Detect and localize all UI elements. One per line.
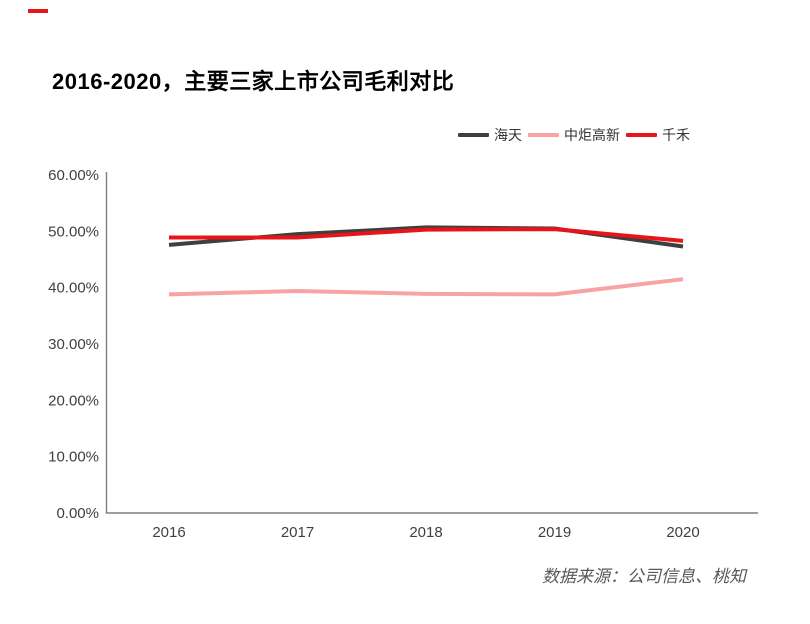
y-tick-label: 60.00%	[48, 167, 99, 184]
series-line-1	[168, 277, 684, 297]
y-tick-label: 50.00%	[48, 223, 99, 240]
chart-legend: 海天 中炬高新 千禾	[458, 126, 696, 144]
y-tick-label: 10.00%	[48, 449, 99, 466]
y-tick-label: 40.00%	[48, 280, 99, 297]
legend-label: 千禾	[662, 127, 690, 143]
page-title: 2016-2020，主要三家上市公司毛利对比	[52, 69, 455, 94]
legend-label: 中炬高新	[564, 127, 620, 143]
x-tick-label: 2017	[281, 524, 314, 541]
legend-label: 海天	[494, 127, 522, 143]
y-tick-label: 30.00%	[48, 336, 99, 353]
legend-swatch-icon	[528, 133, 559, 137]
x-tick-label: 2016	[152, 524, 185, 541]
legend-swatch-icon	[626, 133, 657, 137]
x-tick-label: 2018	[409, 524, 442, 541]
y-tick-label: 20.00%	[48, 392, 99, 409]
y-tick-label: 0.00%	[56, 505, 99, 522]
legend-swatch-icon	[458, 133, 489, 137]
accent-dash	[28, 9, 48, 13]
legend-item-0[interactable]: 海天	[458, 125, 522, 145]
x-tick-label: 2019	[538, 524, 571, 541]
series-line-2	[169, 227, 684, 243]
legend-item-2[interactable]: 千禾	[626, 125, 690, 145]
x-tick-label: 2020	[666, 524, 699, 541]
source-note: 数据来源：公司信息、桃知	[542, 567, 746, 586]
legend-item-1[interactable]: 中炬高新	[528, 125, 620, 145]
